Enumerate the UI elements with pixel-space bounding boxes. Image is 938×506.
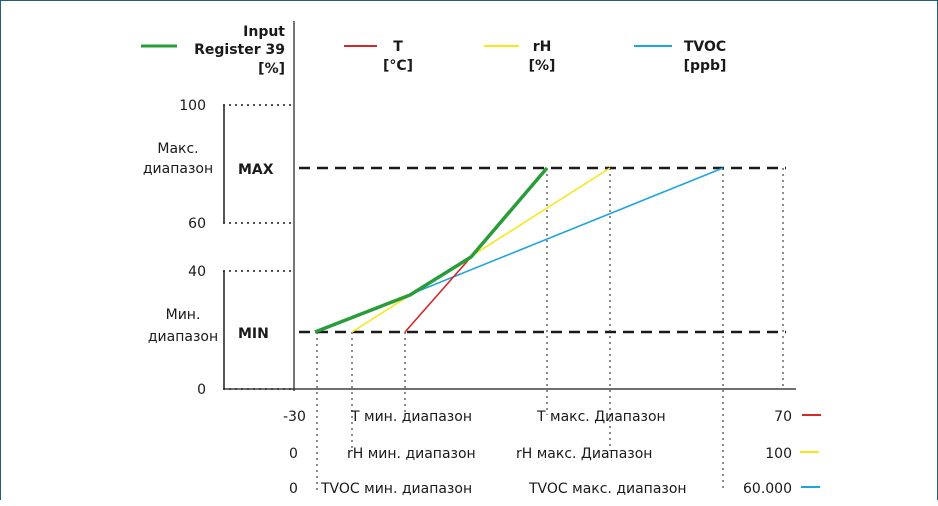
legend-tvoc-line1: TVOC (684, 39, 726, 55)
legend-tvoc-line2: [ppb] (684, 58, 727, 74)
legend-t-line2: [°C] (383, 58, 413, 74)
series-rh-line (351, 167, 611, 333)
t-start-value: -30 (283, 409, 306, 425)
legend-rh-line2: [%] (529, 58, 556, 74)
y-tick-0: 0 (197, 382, 206, 398)
y-tick-60: 60 (188, 216, 206, 232)
y-tick-100: 100 (179, 98, 206, 114)
legend-input-line2: Register 39 (194, 42, 285, 58)
tvoc-min-label: TVOC мин. диапазон (320, 481, 472, 497)
min-range-label-2: диапазон (148, 329, 218, 345)
min-range-label-1: Мин. (166, 307, 201, 323)
rh-end-value: 100 (765, 446, 792, 462)
tvoc-start-value: 0 (289, 481, 298, 497)
t-min-label: T мин. диапазон (350, 409, 472, 425)
legend: Input Register 39 [%] T [°C] rH [%] TVOC… (141, 24, 726, 77)
legend-rh-line1: rH (533, 39, 552, 55)
scale-row-rh: 0 rH мин. диапазон rH макс. Диапазон 100 (289, 446, 819, 462)
max-label: MAX (238, 162, 274, 178)
min-label: MIN (238, 326, 269, 342)
max-range-label-1: Макс. (157, 141, 198, 157)
drop-lines (316, 168, 784, 491)
max-range-label-2: диапазон (143, 161, 213, 177)
rh-max-label: rH макс. Диапазон (516, 446, 652, 462)
t-end-value: 70 (774, 409, 792, 425)
legend-t-line1: T (393, 39, 403, 55)
legend-input-line1: Input (243, 24, 285, 40)
series-input-line (314, 166, 549, 334)
tvoc-end-value: 60.000 (743, 481, 792, 497)
scale-row-t: -30 T мин. диапазон T макс. Диапазон 70 (283, 409, 821, 425)
y-axis: 100 60 40 0 Макс. диапазон Мин. диапазон… (143, 98, 294, 398)
y-tick-40: 40 (188, 264, 206, 280)
legend-input-line3: [%] (258, 61, 285, 77)
t-max-label: T макс. Диапазон (536, 409, 666, 425)
rh-start-value: 0 (289, 446, 298, 462)
scale-row-tvoc: 0 TVOC мин. диапазон TVOC макс. диапазон… (289, 481, 820, 497)
tvoc-max-label: TVOC макс. диапазон (528, 481, 687, 497)
rh-min-label: rH мин. диапазон (347, 446, 476, 462)
